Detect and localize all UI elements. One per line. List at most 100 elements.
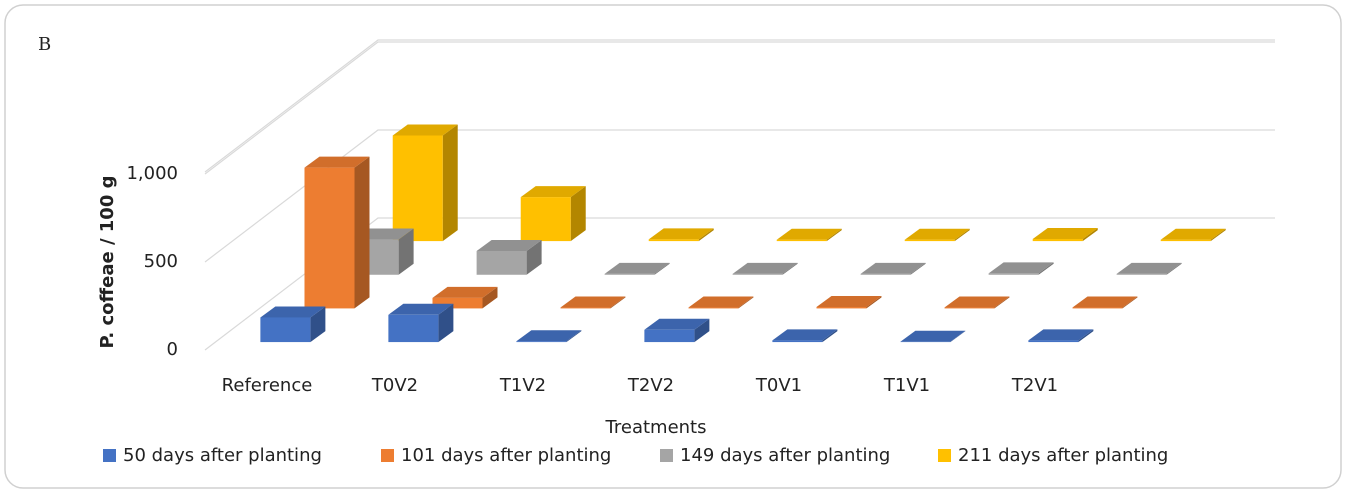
bar xyxy=(988,273,1039,275)
bar-top xyxy=(732,262,798,274)
bar-side xyxy=(1038,262,1054,275)
x-tick-label: T1V2 xyxy=(499,375,546,396)
bar-side xyxy=(866,296,882,309)
bar-side xyxy=(950,330,966,343)
bar-side xyxy=(398,228,414,275)
bar xyxy=(392,135,443,242)
grid-line xyxy=(204,41,1275,175)
bar xyxy=(1116,273,1167,275)
bar xyxy=(732,273,783,275)
bar-side xyxy=(438,303,454,343)
bar-side xyxy=(654,262,670,275)
bar-side xyxy=(566,330,582,343)
bar xyxy=(476,251,527,275)
bar-top xyxy=(432,286,498,298)
x-tick-label: T1V1 xyxy=(883,375,930,396)
bar xyxy=(432,297,483,309)
legend-label: 211 days after planting xyxy=(958,445,1168,466)
bar-side xyxy=(694,318,710,343)
bar xyxy=(304,167,355,309)
bar-side xyxy=(482,286,498,309)
bar xyxy=(388,314,439,343)
bar-top xyxy=(1116,262,1182,274)
x-tick-label: T0V2 xyxy=(371,375,418,396)
bar-side xyxy=(610,296,626,309)
bar xyxy=(772,340,823,343)
bar-side xyxy=(442,124,458,242)
panel-label: B xyxy=(38,34,51,55)
bar-top xyxy=(1072,296,1138,308)
bar-side xyxy=(698,228,714,242)
bar-side xyxy=(354,156,370,309)
chart-frame xyxy=(4,4,1342,489)
bar xyxy=(1032,238,1083,242)
bar-side xyxy=(570,186,586,242)
legend-label: 101 days after planting xyxy=(401,445,611,466)
bar-top xyxy=(1032,227,1098,239)
grid-line xyxy=(204,129,1275,263)
y-tick-label: 1,000 xyxy=(126,163,178,184)
bar-top xyxy=(816,296,882,308)
bar-side xyxy=(1166,262,1182,275)
bar-top xyxy=(648,228,714,240)
bar xyxy=(816,307,867,309)
bar-side xyxy=(910,262,926,275)
bar xyxy=(860,273,911,275)
bar-side xyxy=(782,262,798,275)
bar-side xyxy=(738,296,754,309)
bar-side xyxy=(954,228,970,242)
bar-top xyxy=(304,156,370,168)
bar xyxy=(1160,239,1211,242)
bar-top xyxy=(516,330,582,342)
bar xyxy=(944,307,995,309)
bar-side xyxy=(1078,329,1094,343)
bar xyxy=(516,341,567,343)
bar-side xyxy=(1210,228,1226,242)
bar-top xyxy=(476,240,542,251)
bar-top xyxy=(900,330,966,342)
bar xyxy=(688,307,739,309)
grid-line xyxy=(204,217,1275,351)
bar xyxy=(904,239,955,242)
x-axis-title: Treatments xyxy=(605,417,707,438)
bar-top xyxy=(392,124,458,136)
bar-side xyxy=(826,228,842,242)
bar xyxy=(648,239,699,242)
bar-top xyxy=(260,306,326,318)
legend-swatch xyxy=(938,449,951,462)
bar xyxy=(520,197,571,242)
y-axis-title: P. coffeae / 100 g xyxy=(97,175,118,348)
bar-top xyxy=(560,296,626,308)
bar xyxy=(644,329,695,343)
bar-top xyxy=(604,262,670,274)
bar-side xyxy=(526,240,542,275)
bar-top xyxy=(388,303,454,315)
x-tick-label: T2V2 xyxy=(627,375,674,396)
bar-top xyxy=(1028,329,1094,341)
bar xyxy=(1028,340,1079,343)
bar-top xyxy=(944,296,1010,308)
bar-top xyxy=(688,296,754,308)
legend-label: 50 days after planting xyxy=(123,445,322,466)
bar-top xyxy=(1160,228,1226,240)
bar-top xyxy=(988,262,1054,274)
bar xyxy=(604,273,655,275)
bar-side xyxy=(1122,296,1138,309)
x-tick-label: T2V1 xyxy=(1011,375,1058,396)
bar xyxy=(560,307,611,309)
bar xyxy=(1072,307,1123,309)
legend-swatch xyxy=(381,449,394,462)
top-wall-edge xyxy=(204,39,1275,173)
x-tick-label: T0V1 xyxy=(755,375,802,396)
bar-side xyxy=(822,329,838,343)
bar xyxy=(776,239,827,242)
bar-top xyxy=(776,228,842,240)
legend-label: 149 days after planting xyxy=(680,445,890,466)
legend-swatch xyxy=(660,449,673,462)
legend-swatch xyxy=(103,449,116,462)
bar-side xyxy=(994,296,1010,309)
bar-top xyxy=(904,228,970,240)
bar-top xyxy=(520,186,586,198)
y-tick-label: 500 xyxy=(144,251,178,272)
